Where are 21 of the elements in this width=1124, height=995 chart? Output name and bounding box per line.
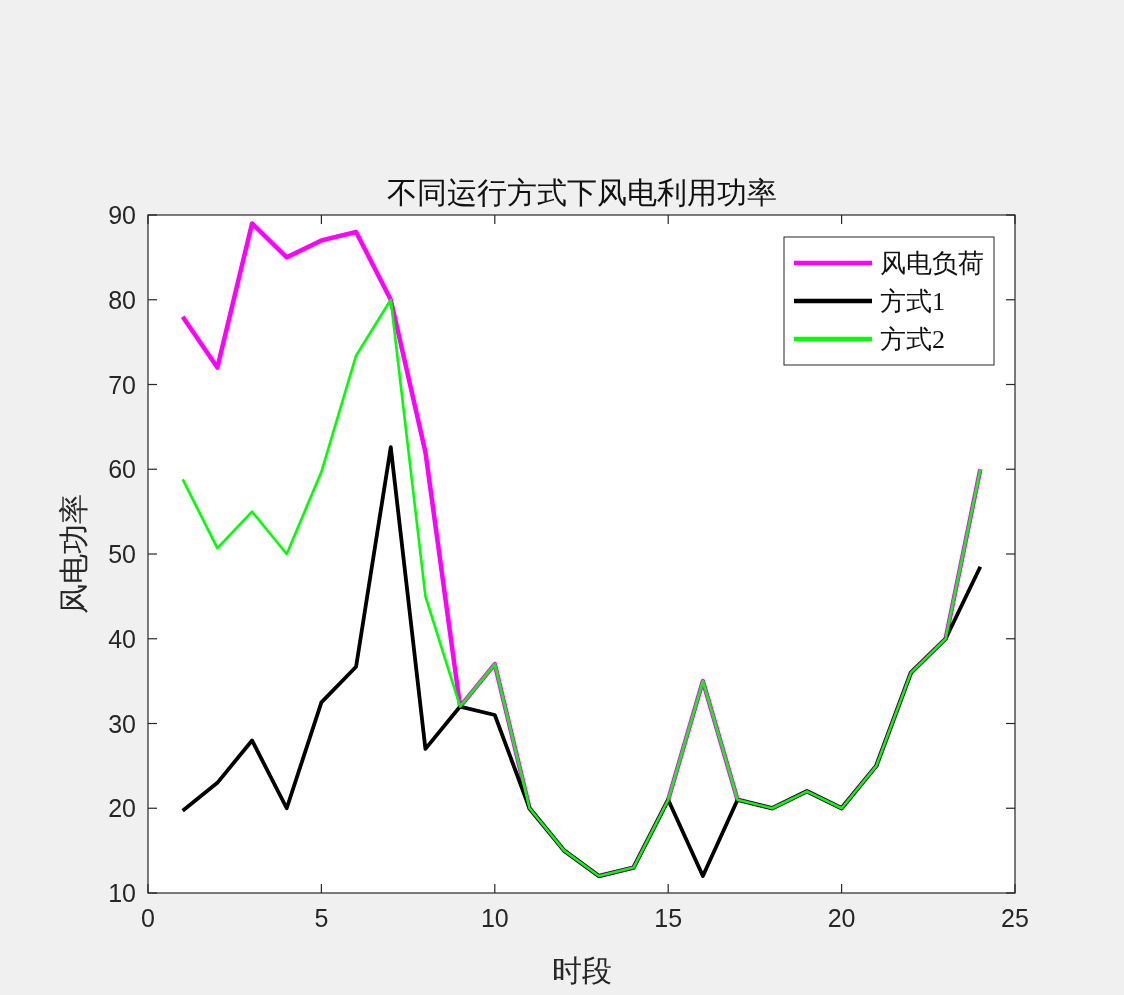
y-tick-label: 10 <box>108 879 136 907</box>
y-tick-label: 40 <box>108 624 136 653</box>
chart-title: 不同运行方式下风电利用功率 <box>386 176 777 209</box>
y-axis-title: 风电功率 <box>57 494 90 614</box>
x-tick-label: 20 <box>827 904 856 932</box>
x-tick-label: 25 <box>1001 904 1029 932</box>
legend-label: 方式1 <box>880 287 945 316</box>
y-tick-label: 30 <box>108 709 136 738</box>
y-tick-label: 70 <box>108 370 136 399</box>
y-tick-label: 20 <box>108 794 136 823</box>
legend-label: 风电负荷 <box>880 249 984 278</box>
y-tick-label: 60 <box>108 455 136 484</box>
y-tick-label: 90 <box>108 201 136 229</box>
y-tick-label: 50 <box>108 540 136 568</box>
x-tick-label: 10 <box>480 904 509 932</box>
x-tick-label: 15 <box>654 904 683 932</box>
y-tick-label: 80 <box>108 285 136 314</box>
x-axis-title: 时段 <box>551 954 612 987</box>
x-tick-label: 5 <box>314 904 329 932</box>
legend-label: 方式2 <box>880 325 945 354</box>
x-tick-label: 0 <box>141 904 155 932</box>
